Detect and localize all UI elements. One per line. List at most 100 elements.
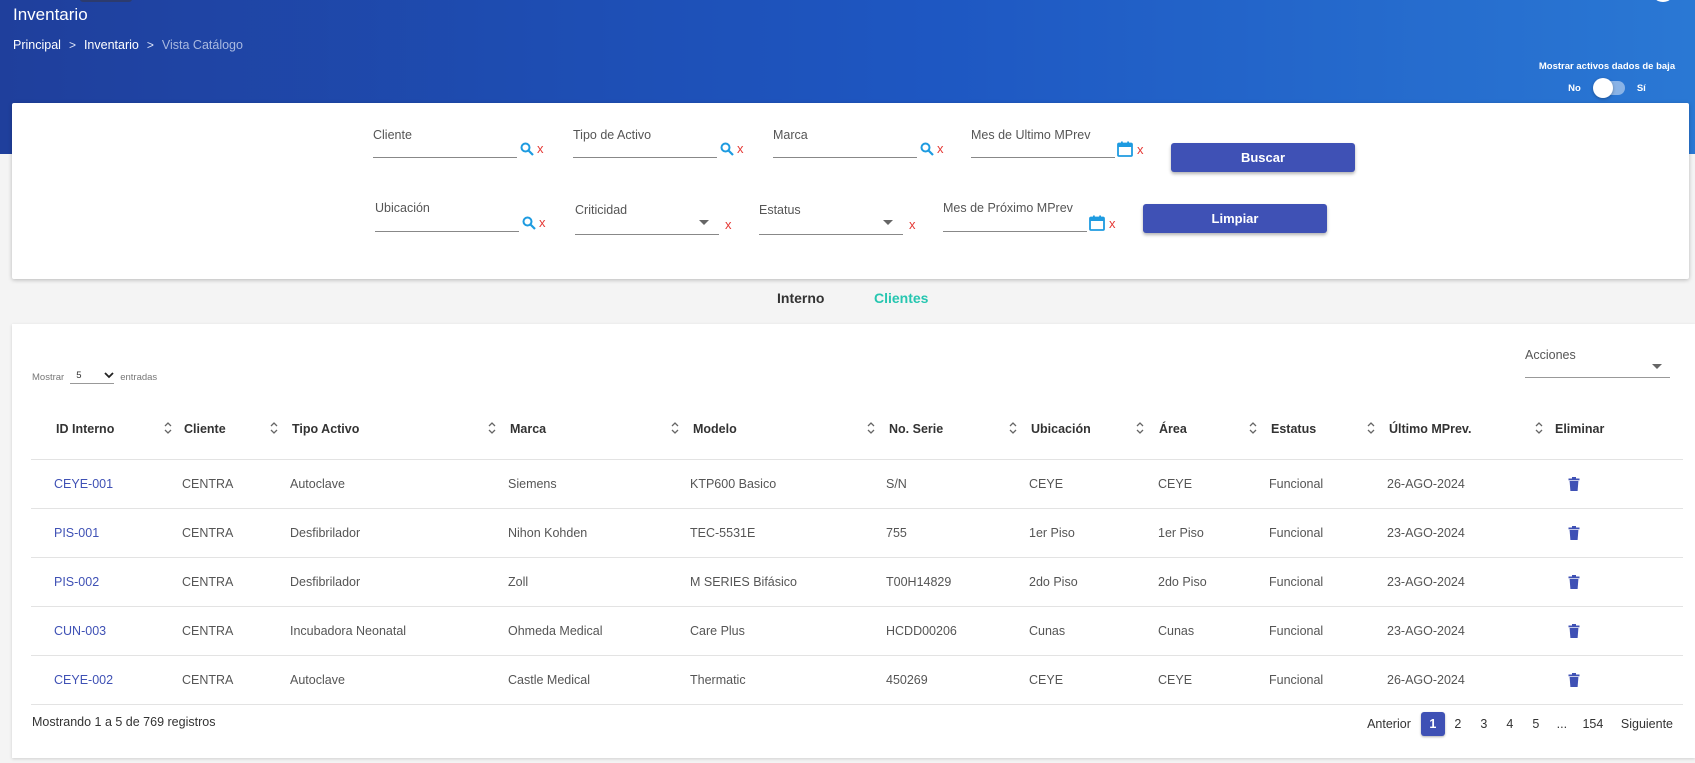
mes-proximo-field[interactable]: Mes de Próximo MPrev x xyxy=(943,201,1118,232)
col-tipo-activo[interactable]: Tipo Activo xyxy=(292,422,360,436)
page-1[interactable]: 1 xyxy=(1420,712,1445,736)
trash-icon[interactable] xyxy=(1568,575,1580,589)
cell-modelo: TEC-5531E xyxy=(690,526,756,540)
sort-icon[interactable] xyxy=(1248,420,1258,436)
clear-mes-ultimo-icon[interactable]: x xyxy=(1137,142,1144,157)
buscar-button[interactable]: Buscar xyxy=(1171,143,1355,172)
page-4[interactable]: 4 xyxy=(1506,717,1514,731)
page-3[interactable]: 3 xyxy=(1480,717,1488,731)
cell-id[interactable]: PIS-002 xyxy=(54,575,100,589)
cell-serie: HCDD00206 xyxy=(886,624,957,638)
cell-area: 1er Piso xyxy=(1158,526,1204,540)
toggle-on-label: Sí xyxy=(1636,82,1646,94)
trash-icon[interactable] xyxy=(1568,624,1580,638)
col-estatus[interactable]: Estatus xyxy=(1271,422,1317,436)
sort-icon[interactable] xyxy=(487,420,497,436)
mes-ultimo-label: Mes de Ultimo MPrev xyxy=(971,128,1091,142)
page-last[interactable]: 154 xyxy=(1582,717,1604,731)
pagination-prev[interactable]: Anterior xyxy=(1367,717,1411,731)
col-id-interno[interactable]: ID Interno xyxy=(56,422,115,436)
calendar-icon[interactable] xyxy=(1089,215,1105,231)
cell-modelo: Thermatic xyxy=(690,673,746,687)
cell-cliente: CENTRA xyxy=(182,673,234,687)
estatus-select[interactable]: Estatus x xyxy=(759,203,919,235)
breadcrumb: Principal > Inventario > Vista Catálogo xyxy=(13,38,243,52)
sort-icon[interactable] xyxy=(1366,420,1376,436)
acciones-select[interactable]: Acciones xyxy=(1525,348,1670,378)
page-size-select[interactable]: 5 xyxy=(70,370,115,384)
clear-tipo-activo-icon[interactable]: x xyxy=(737,141,744,156)
chevron-down-icon[interactable] xyxy=(699,220,709,225)
show-prefix: Mostrar xyxy=(32,371,65,383)
trash-icon[interactable] xyxy=(1568,477,1580,491)
clear-marca-icon[interactable]: x xyxy=(937,141,944,156)
sort-icon[interactable] xyxy=(670,420,680,436)
breadcrumb-inventario[interactable]: Inventario xyxy=(83,38,139,52)
col-area[interactable]: Área xyxy=(1159,422,1187,436)
search-icon[interactable] xyxy=(720,142,734,156)
cliente-field[interactable]: Cliente x xyxy=(373,128,544,158)
user-menu-icon[interactable] xyxy=(1651,0,1675,2)
sort-icon[interactable] xyxy=(866,420,876,436)
cell-id[interactable]: CUN-003 xyxy=(54,624,107,638)
cell-id[interactable]: CEYE-002 xyxy=(54,673,114,687)
clear-cliente-icon[interactable]: x xyxy=(537,141,544,156)
clear-ubicacion-icon[interactable]: x xyxy=(539,215,546,230)
search-icon[interactable] xyxy=(920,142,934,156)
sort-icon[interactable] xyxy=(269,420,279,436)
switch-knob[interactable] xyxy=(1592,78,1613,98)
criticidad-select[interactable]: Criticidad x xyxy=(575,203,735,235)
cell-id[interactable]: PIS-001 xyxy=(54,526,100,540)
col-modelo[interactable]: Modelo xyxy=(693,422,737,436)
chevron-down-icon[interactable] xyxy=(104,370,114,380)
sort-icon[interactable] xyxy=(1534,420,1544,436)
search-icon[interactable] xyxy=(520,142,534,156)
page-5[interactable]: 5 xyxy=(1532,717,1540,731)
pagination: Anterior 1 2 3 4 5 ... 154 Siguiente xyxy=(1367,712,1673,736)
col-marca[interactable]: Marca xyxy=(510,422,547,436)
marca-field[interactable]: Marca x xyxy=(773,128,944,158)
cell-estatus: Funcional xyxy=(1269,526,1324,540)
cell-tipo: Autoclave xyxy=(290,477,345,491)
mes-ultimo-field[interactable]: Mes de Ultimo MPrev x xyxy=(971,128,1146,158)
col-no-serie[interactable]: No. Serie xyxy=(889,422,944,436)
breadcrumb-separator-icon: > xyxy=(68,38,76,52)
clear-estatus-icon[interactable]: x xyxy=(909,217,916,232)
breadcrumb-principal[interactable]: Principal xyxy=(13,38,61,52)
col-ubicacion[interactable]: Ubicación xyxy=(1031,422,1091,436)
tipo-activo-field[interactable]: Tipo de Activo x xyxy=(573,128,744,158)
clear-mes-proximo-icon[interactable]: x xyxy=(1109,216,1116,231)
sort-icon[interactable] xyxy=(163,420,173,436)
page-2[interactable]: 2 xyxy=(1454,717,1462,731)
pagination-next[interactable]: Siguiente xyxy=(1620,717,1673,731)
sort-icon[interactable] xyxy=(1008,420,1018,436)
cell-ubicacion: 2do Piso xyxy=(1029,575,1078,589)
search-icon[interactable] xyxy=(522,216,536,230)
cell-estatus: Funcional xyxy=(1269,624,1324,638)
cell-modelo: Care Plus xyxy=(690,624,745,638)
cell-serie: 755 xyxy=(886,526,907,540)
cell-id[interactable]: CEYE-001 xyxy=(54,477,114,491)
trash-icon[interactable] xyxy=(1568,673,1580,687)
tab-clientes[interactable]: Clientes xyxy=(874,290,929,306)
trash-icon[interactable] xyxy=(1568,526,1580,540)
col-cliente[interactable]: Cliente xyxy=(184,422,226,436)
cell-marca: Zoll xyxy=(508,575,529,589)
chevron-down-icon[interactable] xyxy=(883,220,893,225)
col-ultimo-mprev[interactable]: Último MPrev. xyxy=(1389,422,1472,436)
chevron-down-icon[interactable] xyxy=(1652,364,1662,369)
page-size-control: Mostrar 5 entradas xyxy=(32,370,157,384)
show-retired-switch[interactable] xyxy=(1592,78,1625,98)
sort-icon[interactable] xyxy=(1135,420,1145,436)
table-header: ID Interno Cliente Tipo Activo Marca Mod… xyxy=(31,422,1683,460)
mes-proximo-label: Mes de Próximo MPrev xyxy=(943,201,1073,215)
limpiar-button[interactable]: Limpiar xyxy=(1143,204,1327,233)
clear-criticidad-icon[interactable]: x xyxy=(725,217,732,232)
ubicacion-field[interactable]: Ubicación x xyxy=(375,201,546,232)
table-row: CEYE-002 CENTRA Autoclave Castle Medical… xyxy=(31,656,1683,705)
tab-interno[interactable]: Interno xyxy=(777,290,825,306)
table-row: PIS-002 CENTRA Desfibrilador Zoll M SERI… xyxy=(31,558,1683,607)
cell-ubicacion: 1er Piso xyxy=(1029,526,1075,540)
calendar-icon[interactable] xyxy=(1117,141,1133,157)
page-title: Inventario xyxy=(13,5,88,24)
